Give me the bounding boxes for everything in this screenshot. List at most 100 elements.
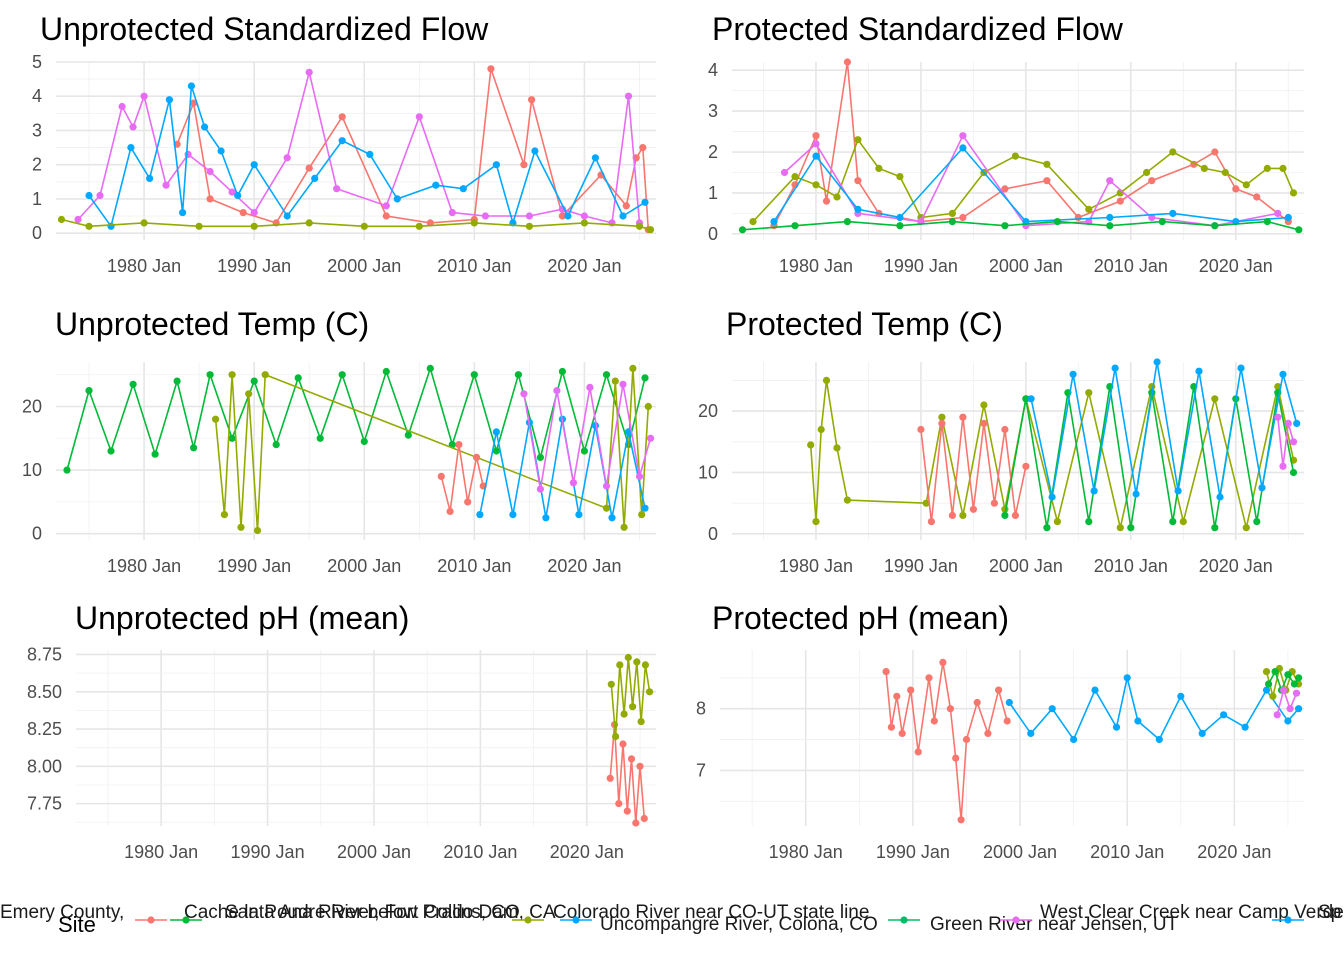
data-point [812, 152, 820, 160]
legend-label: Santa Ana River below Prado Dam, CA [225, 902, 556, 923]
data-point [1070, 735, 1078, 744]
data-point [305, 68, 313, 76]
data-point [195, 222, 203, 230]
data-point [780, 168, 789, 177]
y-tick-label: 20 [22, 397, 42, 417]
data-point [1295, 674, 1303, 682]
series-line [610, 657, 651, 737]
data-point [1106, 177, 1114, 185]
data-point [283, 154, 291, 162]
data-point [896, 173, 904, 181]
data-point [57, 215, 66, 224]
data-point [620, 710, 628, 718]
data-point [749, 218, 757, 226]
data-point [591, 154, 600, 162]
data-point [140, 92, 148, 100]
data-point [366, 150, 374, 158]
data-point [481, 212, 489, 220]
data-point [1211, 222, 1219, 230]
data-point [333, 185, 341, 193]
data-point [206, 195, 214, 203]
data-point [514, 371, 523, 379]
data-point [1106, 213, 1114, 222]
data-point [1274, 413, 1282, 421]
data-point [627, 755, 636, 763]
legend-key-point [900, 916, 908, 924]
data-point [638, 510, 646, 519]
data-point [925, 674, 933, 682]
data-point [1279, 370, 1287, 378]
data-point [1221, 168, 1229, 177]
data-point [1289, 438, 1298, 446]
data-point [602, 504, 611, 512]
data-point [898, 729, 906, 738]
data-point [854, 205, 862, 213]
data-point [553, 387, 561, 395]
series-blue [1005, 674, 1303, 744]
data-point [990, 499, 999, 507]
series-line [66, 365, 646, 471]
x-tick-label: 2020 Jan [1199, 256, 1273, 276]
data-point [382, 367, 390, 376]
data-point [624, 428, 633, 436]
data-point [833, 444, 841, 452]
data-point [948, 209, 957, 217]
data-point [129, 123, 137, 131]
data-point [1048, 705, 1056, 713]
data-point [338, 113, 346, 121]
data-point [107, 222, 115, 230]
panel-2: Unprotected Temp (C) 1980 Jan 1990 Jan 2000… [22, 306, 656, 576]
data-point [1280, 686, 1288, 694]
data-point [1216, 493, 1224, 501]
y-tick-label: 10 [698, 462, 718, 482]
data-point [415, 222, 423, 230]
y-tick-label: 3 [708, 101, 718, 121]
data-point [127, 144, 135, 152]
panels: Unprotected Standardized Flow 1980 Jan 199… [22, 11, 1304, 862]
x-tick-label: 2020 Jan [550, 842, 624, 862]
data-point [887, 723, 896, 731]
legend-entry: Uncompangre River, Colona, CO [560, 914, 878, 935]
y-tick-label: 2 [32, 155, 42, 175]
data-point [107, 447, 115, 455]
data-point [629, 703, 637, 711]
data-point [1027, 395, 1035, 403]
data-point [646, 688, 654, 696]
data-point [957, 816, 965, 824]
panel-title: Protected pH (mean) [712, 600, 1009, 636]
data-point [1022, 395, 1030, 403]
x-tick-label: 2010 Jan [443, 842, 517, 862]
data-point [1043, 177, 1051, 185]
data-point [455, 441, 463, 449]
data-point [1284, 213, 1292, 222]
legend-entry: Emery County, [0, 902, 167, 924]
data-point [470, 219, 478, 227]
series-olive [212, 364, 652, 535]
data-point [140, 219, 148, 227]
data-point [948, 218, 957, 226]
y-tick-label: 0 [32, 223, 42, 243]
data-point [636, 762, 644, 770]
data-point [607, 680, 615, 688]
data-point [639, 144, 647, 152]
data-point [969, 505, 978, 513]
data-point [791, 222, 799, 230]
data-point [220, 510, 228, 519]
data-point [316, 434, 324, 442]
data-point [1241, 723, 1249, 731]
data-point [637, 718, 645, 726]
data-point [558, 212, 567, 220]
x-tick-label: 2020 Jan [1199, 556, 1273, 576]
data-point [473, 453, 481, 461]
data-point [580, 447, 589, 455]
data-point [520, 390, 528, 398]
data-point [492, 161, 500, 169]
data-point [234, 191, 242, 200]
legend-label: Emery County, [0, 902, 124, 923]
data-point [1286, 705, 1294, 713]
data-point [415, 113, 423, 121]
legend-entry: Sp Te [1272, 902, 1344, 924]
data-point [1169, 148, 1177, 156]
data-point [922, 499, 930, 507]
data-point [382, 202, 390, 210]
